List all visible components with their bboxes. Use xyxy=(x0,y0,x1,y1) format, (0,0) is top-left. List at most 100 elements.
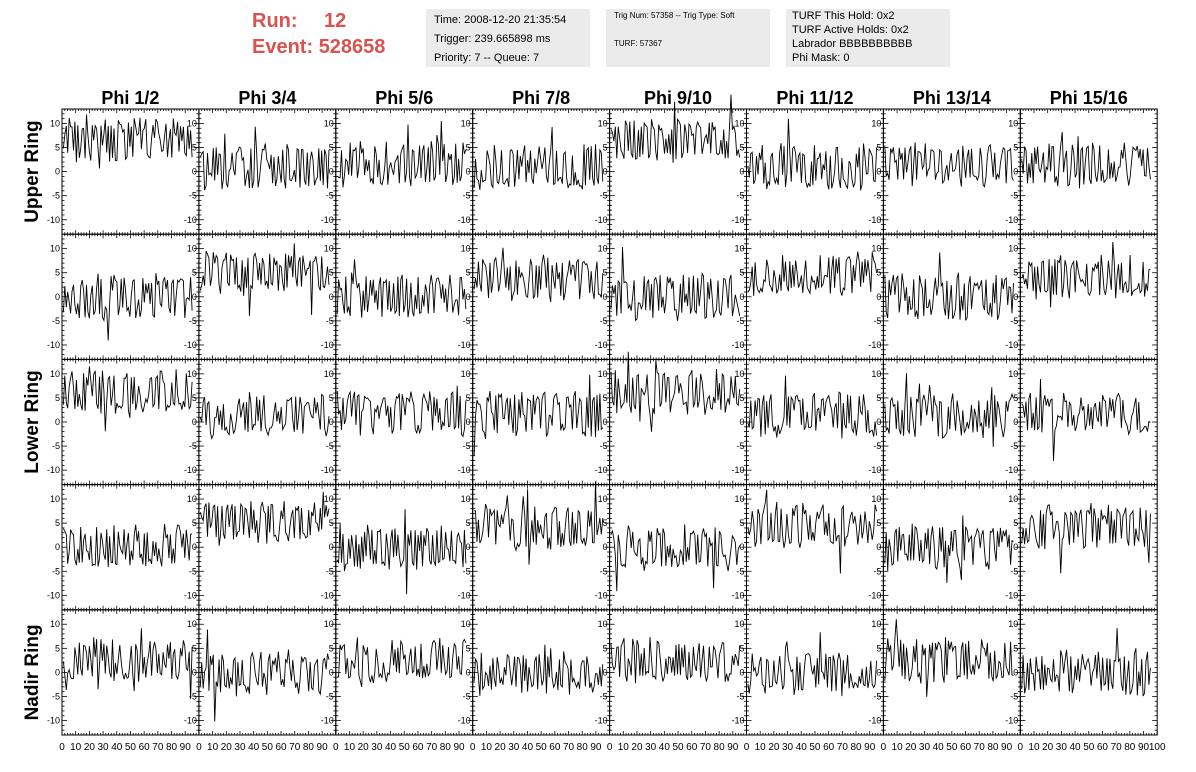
waveform-trace xyxy=(62,273,193,341)
y-tick-label: 0 xyxy=(466,542,471,552)
y-tick-label: 0 xyxy=(1013,292,1018,302)
run-value: 12 xyxy=(324,10,347,32)
waveform-trace xyxy=(1021,378,1151,462)
y-tick-label: 5 xyxy=(55,518,60,528)
y-tick-label: 5 xyxy=(192,143,197,153)
phi-mask-text: Phi Mask: 0 xyxy=(792,52,850,64)
y-tick-label: 0 xyxy=(192,417,197,427)
y-tick-label: -10 xyxy=(1005,215,1018,225)
trig-num-type-text: Trig Num: 57358 -- Trig Type: Soft xyxy=(614,11,735,20)
waveform-trace xyxy=(747,489,878,574)
y-tick-label: -5 xyxy=(326,441,334,451)
y-tick-label: -5 xyxy=(189,316,197,326)
y-tick-label: 5 xyxy=(466,268,471,278)
panel-frame xyxy=(472,484,611,611)
y-tick-label: 5 xyxy=(329,518,334,528)
waveform-trace xyxy=(336,509,467,595)
y-tick-label: 0 xyxy=(329,417,334,427)
y-tick-label: 5 xyxy=(876,518,881,528)
column-title: Phi 1/2 xyxy=(101,88,159,108)
y-tick-label: -10 xyxy=(731,340,744,350)
waveform-trace xyxy=(884,515,1014,583)
waveform-trace xyxy=(747,375,878,439)
y-tick-label: 0 xyxy=(876,167,881,177)
waveform-trace xyxy=(747,118,878,191)
y-tick-label: -10 xyxy=(184,340,197,350)
y-tick-label: -10 xyxy=(47,340,60,350)
y-tick-label: 10 xyxy=(871,244,881,254)
trigger-text: Trigger: 239.665898 ms xyxy=(434,33,551,45)
y-tick-label: 10 xyxy=(461,494,471,504)
row-label: Nadir Ring xyxy=(22,624,43,720)
panel-frame xyxy=(61,358,200,486)
waveform-trace xyxy=(473,247,604,302)
waveform-trace xyxy=(336,259,467,318)
priority-queue-text: Priority: 7 -- Queue: 7 xyxy=(434,52,540,64)
y-tick-label: 0 xyxy=(1013,417,1018,427)
y-tick-label: 5 xyxy=(603,143,608,153)
y-tick-label: 5 xyxy=(55,268,60,278)
y-tick-label: -10 xyxy=(595,340,608,350)
y-tick-label: 0 xyxy=(192,292,197,302)
y-tick-label: -5 xyxy=(52,191,60,201)
y-tick-label: 5 xyxy=(192,518,197,528)
y-tick-label: -10 xyxy=(458,215,471,225)
y-tick-label: -10 xyxy=(47,465,60,475)
y-tick-label: 0 xyxy=(1013,167,1018,177)
turf-active-holds-text: TURF Active Holds: 0x2 xyxy=(792,24,909,36)
panel-frame xyxy=(198,484,337,611)
row-label: Upper Ring xyxy=(22,120,43,222)
y-tick-label: 0 xyxy=(55,417,60,427)
y-tick-label: 5 xyxy=(603,268,608,278)
y-tick-label: -10 xyxy=(868,215,881,225)
y-tick-label: -10 xyxy=(458,340,471,350)
y-tick-label: -10 xyxy=(458,465,471,475)
y-tick-label: -5 xyxy=(600,191,608,201)
y-tick-label: 5 xyxy=(876,393,881,403)
column-title: Phi 7/8 xyxy=(512,88,570,108)
y-tick-label: 10 xyxy=(50,369,60,379)
panel-frame xyxy=(609,233,747,360)
y-tick-label: 0 xyxy=(329,167,334,177)
y-tick-label: 0 xyxy=(739,292,744,302)
y-tick-label: 0 xyxy=(192,167,197,177)
y-tick-label: 10 xyxy=(187,118,197,128)
y-tick-label: 10 xyxy=(50,494,60,504)
y-tick-label: 0 xyxy=(876,292,881,302)
trig-info-box: Trig Num: 57358 -- Trig Type: Soft TURF:… xyxy=(606,9,770,67)
y-tick-label: 5 xyxy=(329,268,334,278)
y-tick-label: 10 xyxy=(598,118,608,128)
y-tick-label: -10 xyxy=(321,590,334,600)
y-tick-label: 0 xyxy=(466,417,471,427)
run-event-box: Run: 12 Event: 528658 xyxy=(252,8,385,60)
waveform-trace xyxy=(747,251,878,296)
y-tick-label: 10 xyxy=(734,118,744,128)
y-tick-label: -5 xyxy=(873,316,881,326)
y-tick-label: -5 xyxy=(463,316,471,326)
y-tick-label: -5 xyxy=(736,566,744,576)
panel-frame xyxy=(198,233,337,360)
panel-frame xyxy=(746,358,884,486)
y-tick-label: 0 xyxy=(329,292,334,302)
y-tick-label: -10 xyxy=(731,215,744,225)
y-tick-label: -5 xyxy=(600,566,608,576)
y-tick-label: 5 xyxy=(466,518,471,528)
y-tick-label: -5 xyxy=(873,191,881,201)
y-tick-label: -5 xyxy=(736,191,744,201)
y-tick-label: 10 xyxy=(1008,244,1018,254)
y-tick-label: -5 xyxy=(873,441,881,451)
turf-info-box: TURF This Hold: 0x2 TURF Active Holds: 0… xyxy=(786,9,950,67)
y-tick-label: 10 xyxy=(50,118,60,128)
y-tick-label: 10 xyxy=(734,244,744,254)
y-tick-label: 10 xyxy=(461,244,471,254)
y-tick-label: 5 xyxy=(466,143,471,153)
y-tick-label: 5 xyxy=(739,268,744,278)
y-tick-label: 0 xyxy=(55,167,60,177)
y-tick-label: -10 xyxy=(868,590,881,600)
y-tick-label: 10 xyxy=(871,494,881,504)
y-tick-label: 5 xyxy=(55,393,60,403)
y-tick-label: -5 xyxy=(189,191,197,201)
turf-text: TURF: 57367 xyxy=(614,39,663,48)
y-tick-label: -10 xyxy=(595,465,608,475)
waveform-trace xyxy=(610,351,741,432)
